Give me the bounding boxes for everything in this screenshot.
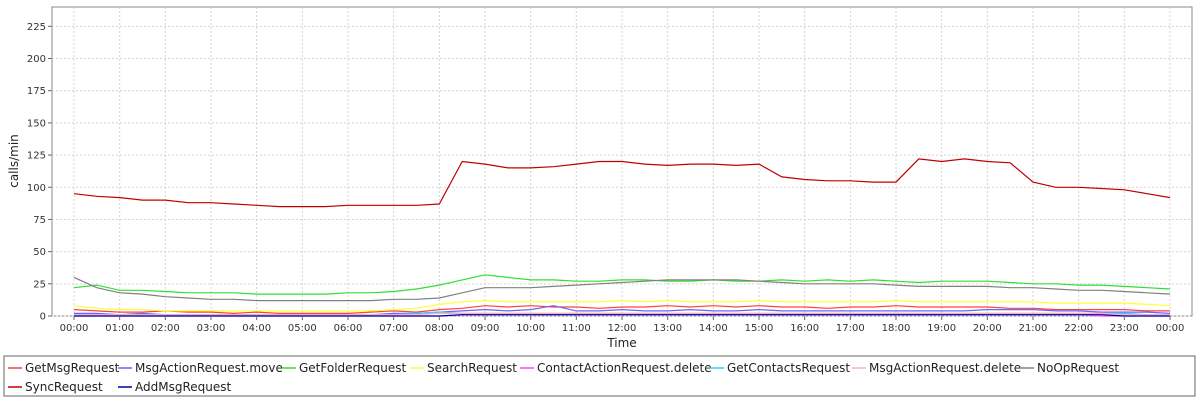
series-line-msgactionrequest-delete (74, 312, 1170, 316)
y-tick-label: 0 (40, 312, 46, 323)
legend-label: GetContactsRequest (727, 361, 850, 375)
x-tick-label: 04:00 (242, 323, 271, 334)
series-line-getfolderrequest (73, 274, 1171, 295)
y-tick-label: 175 (27, 86, 46, 97)
x-tick-label: 16:00 (790, 323, 819, 334)
x-tick-label: 23:00 (1110, 323, 1139, 334)
legend-label: MsgActionRequest.move (135, 361, 283, 375)
legend-label: MsgActionRequest.delete (869, 361, 1021, 375)
series-line-syncrequest (73, 158, 1171, 208)
series-lines (73, 158, 1171, 317)
series-line-nooprequest (73, 276, 1171, 302)
x-tick-label: 21:00 (1019, 323, 1048, 334)
series-line-searchrequest (73, 299, 1171, 312)
y-tick-label: 100 (27, 183, 46, 194)
series-line-getmsgrequest (73, 305, 1170, 315)
x-tick-label: 06:00 (334, 323, 363, 334)
x-tick-label: 03:00 (197, 323, 226, 334)
y-axis: 0 25 50 75 100 125 150 175 200 225 (27, 22, 52, 323)
x-tick-label: 05:00 (288, 323, 317, 334)
y-axis-title: calls/min (7, 134, 21, 188)
x-tick-label: 20:00 (973, 323, 1002, 334)
x-axis: 00:00 01:00 02:00 03:00 04:00 05:00 06:00 07:00… (60, 316, 1185, 334)
y-tick-label: 125 (27, 151, 46, 162)
legend: GetMsgRequest MsgActionRequest.move GetFol… (8, 361, 1119, 394)
x-tick-label: 12:00 (608, 323, 637, 334)
y-tick-label: 150 (27, 118, 46, 129)
grid-lines (52, 7, 1192, 317)
x-tick-label: 09:00 (471, 323, 500, 334)
y-tick-label: 75 (33, 215, 46, 226)
legend-label: NoOpRequest (1037, 361, 1119, 375)
x-tick-label: 22:00 (1064, 323, 1093, 334)
y-tick-label: 25 (33, 279, 46, 290)
legend-label: GetMsgRequest (25, 361, 120, 375)
legend-label: SearchRequest (427, 361, 517, 375)
x-tick-label: 15:00 (745, 323, 774, 334)
y-tick-label: 50 (33, 247, 46, 258)
x-tick-label: 17:00 (836, 323, 865, 334)
x-tick-label: 00:00 (1156, 323, 1185, 334)
x-tick-label: 10:00 (516, 323, 545, 334)
x-tick-label: 02:00 (151, 323, 180, 334)
legend-label: GetFolderRequest (299, 361, 407, 375)
legend-label: SyncRequest (25, 380, 103, 394)
legend-box (3, 355, 1196, 397)
x-tick-label: 19:00 (927, 323, 956, 334)
x-tick-label: 07:00 (379, 323, 408, 334)
x-tick-label: 00:00 (60, 323, 89, 334)
y-tick-label: 200 (27, 54, 46, 65)
x-tick-label: 01:00 (105, 323, 134, 334)
legend-label: AddMsgRequest (135, 380, 231, 394)
x-tick-label: 13:00 (653, 323, 682, 334)
x-tick-label: 14:00 (699, 323, 728, 334)
y-tick-label: 225 (27, 22, 46, 33)
x-tick-label: 18:00 (882, 323, 911, 334)
x-tick-label: 08:00 (425, 323, 454, 334)
x-tick-label: 11:00 (562, 323, 591, 334)
x-axis-title: Time (606, 336, 636, 350)
legend-label: ContactActionRequest.delete (537, 361, 712, 375)
